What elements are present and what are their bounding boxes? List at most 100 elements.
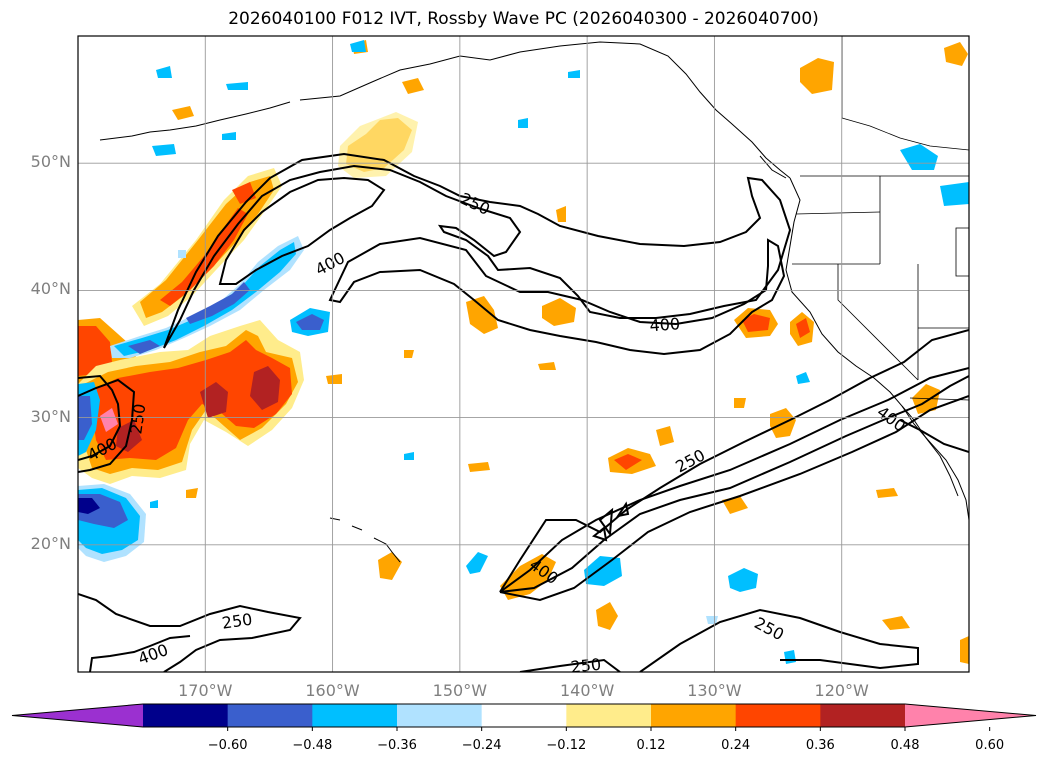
contour-label-group: 250 xyxy=(570,655,602,677)
colorbar-segment xyxy=(227,704,313,727)
colorbar-tick-label: 0.36 xyxy=(805,738,835,753)
ivt-negative-region xyxy=(728,568,758,592)
ivt-positive-region xyxy=(100,408,118,432)
contour-400 xyxy=(78,374,122,461)
ivt-positive-region xyxy=(538,362,556,370)
map-frame xyxy=(77,35,970,673)
contour-400 xyxy=(615,501,630,518)
ivt-shading xyxy=(78,40,969,664)
colorbar-segment xyxy=(651,704,737,727)
ivt-negative-region xyxy=(796,372,810,384)
ivt-positive-region xyxy=(250,366,280,410)
contour-400 xyxy=(591,526,608,542)
contour-400 xyxy=(598,507,614,537)
colorbar-tick-label: −0.24 xyxy=(461,738,502,753)
longitude-label: 140°W xyxy=(559,681,615,700)
ivt-negative-region xyxy=(178,250,186,258)
contour-250 xyxy=(499,395,969,602)
contour-400 xyxy=(328,236,786,356)
ivt-negative-region xyxy=(78,498,100,514)
ut-border xyxy=(955,227,969,277)
ivt-negative-region xyxy=(584,556,622,586)
ivt-negative-region xyxy=(466,552,488,574)
ivt-positive-region xyxy=(402,78,424,94)
ivt-positive-region xyxy=(468,462,490,472)
ivt-negative-region xyxy=(784,650,796,664)
contour-250 xyxy=(519,658,621,672)
latitude-label: 30°N xyxy=(30,406,71,426)
colorbar-segment xyxy=(820,704,906,727)
colorbar-tick-label: −0.12 xyxy=(546,738,587,753)
colorbar-segment xyxy=(735,704,821,727)
colorbar-tick-label: 0.48 xyxy=(890,738,920,753)
ivt-positive-region xyxy=(500,554,556,600)
ivt-negative-region xyxy=(350,40,366,52)
ivt-positive-region xyxy=(734,398,746,408)
ivt-positive-region xyxy=(378,552,402,580)
colorbar-extend-low xyxy=(12,704,143,727)
latitude-label: 40°N xyxy=(30,279,71,299)
latitude-label: 50°N xyxy=(30,152,71,172)
ivt-negative-region xyxy=(150,500,158,508)
ivt-positive-region xyxy=(200,382,228,418)
ivt-positive-region xyxy=(542,298,576,326)
ivt-positive-region xyxy=(338,112,418,178)
contour-label: 250 xyxy=(221,610,254,633)
colorbar xyxy=(11,703,1037,731)
ivt-negative-region xyxy=(296,314,324,330)
contour-label: 250 xyxy=(126,402,149,435)
bc-coast-detail xyxy=(841,117,969,151)
ivt-negative-region xyxy=(128,340,160,354)
ivt-positive-region xyxy=(742,314,770,332)
colorbar-segment xyxy=(397,704,483,727)
colorbar-tick-label: −0.48 xyxy=(292,738,333,753)
ivt-negative-region xyxy=(152,144,176,156)
contour-label-group: 400 xyxy=(649,314,681,335)
contour-label: 400 xyxy=(649,314,681,335)
coastlines xyxy=(99,41,969,563)
ivt-positive-region xyxy=(800,58,834,94)
contour-400 xyxy=(499,375,969,593)
colorbar-tick-label: 0.12 xyxy=(636,738,666,753)
hawaii-islands xyxy=(329,517,401,563)
colorbar-tick-label: −0.60 xyxy=(207,738,248,753)
aleutian-islands xyxy=(99,101,291,141)
nv-ca-border xyxy=(837,264,919,381)
contour-250 xyxy=(639,608,919,672)
ivt-positive-region xyxy=(466,296,498,334)
ivt-positive-region xyxy=(92,340,292,460)
ivt-positive-region xyxy=(796,318,810,338)
colorbar-segment xyxy=(481,704,567,727)
ivt-positive-region xyxy=(614,454,642,470)
colorbar-outline xyxy=(11,703,1037,728)
ivt-positive-region xyxy=(78,326,112,376)
latitude-label: 20°N xyxy=(30,533,71,553)
contour-250 xyxy=(499,329,969,593)
longitude-label: 160°W xyxy=(305,681,360,700)
ivt-negative-region xyxy=(186,282,250,324)
gridlines xyxy=(78,36,969,672)
ivt-negative-region xyxy=(940,182,969,206)
ivt-positive-region xyxy=(912,384,940,414)
contour-400 xyxy=(218,176,386,285)
vancouver-island xyxy=(759,155,787,179)
ivt-negative-region xyxy=(568,70,580,78)
longitude-label: 170°W xyxy=(178,681,233,700)
ivt-negative-region xyxy=(518,118,528,128)
colorbar-segment xyxy=(566,704,652,727)
ivt-positive-region xyxy=(326,374,342,384)
contour-250 xyxy=(78,378,136,473)
ivt-negative-region xyxy=(226,82,248,90)
ivt-positive-region xyxy=(944,42,968,66)
ivt-positive-region xyxy=(882,616,910,630)
ivt-positive-region xyxy=(596,602,618,630)
colorbar-extend-high xyxy=(905,704,1036,727)
ivt-negative-region xyxy=(706,616,718,624)
contour-label: 250 xyxy=(570,655,602,677)
state-borders xyxy=(792,36,969,401)
ivt-positive-region xyxy=(876,488,898,498)
longitude-label: 120°W xyxy=(814,681,869,700)
contour-label-group: 250 xyxy=(126,402,149,435)
colorbar-tick-label: 0.24 xyxy=(721,738,751,753)
